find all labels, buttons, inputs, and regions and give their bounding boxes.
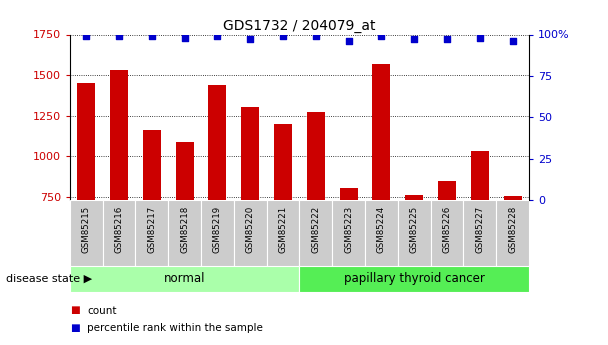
- Text: GSM85223: GSM85223: [344, 206, 353, 253]
- Bar: [365, 200, 398, 266]
- Text: count: count: [87, 306, 117, 315]
- Bar: [372, 64, 390, 200]
- Text: GSM85218: GSM85218: [180, 206, 189, 253]
- Bar: [241, 107, 259, 200]
- Bar: [201, 200, 234, 266]
- Point: [147, 33, 157, 39]
- Text: GSM85227: GSM85227: [475, 206, 485, 253]
- Point: [246, 37, 255, 42]
- Bar: [168, 200, 201, 266]
- Text: GSM85216: GSM85216: [114, 206, 123, 253]
- Title: GDS1732 / 204079_at: GDS1732 / 204079_at: [223, 19, 376, 33]
- Text: GSM85224: GSM85224: [377, 206, 386, 253]
- Bar: [300, 200, 332, 266]
- Text: GSM85215: GSM85215: [82, 206, 91, 253]
- Bar: [463, 200, 496, 266]
- Point: [278, 33, 288, 39]
- Text: GSM85225: GSM85225: [410, 206, 419, 253]
- Bar: [77, 83, 95, 200]
- Text: GSM85217: GSM85217: [147, 206, 156, 253]
- Point: [409, 37, 419, 42]
- Bar: [70, 200, 103, 266]
- Bar: [143, 130, 161, 200]
- Point: [213, 33, 223, 39]
- Bar: [471, 150, 489, 200]
- Bar: [496, 200, 529, 266]
- Bar: [103, 200, 136, 266]
- Point: [81, 33, 91, 39]
- Point: [114, 33, 124, 39]
- Text: normal: normal: [164, 272, 206, 285]
- Bar: [398, 200, 430, 266]
- Point: [344, 38, 353, 44]
- Bar: [274, 124, 292, 200]
- Text: GSM85221: GSM85221: [278, 206, 288, 253]
- Bar: [300, 266, 529, 292]
- Bar: [340, 188, 358, 200]
- Point: [376, 33, 386, 39]
- Bar: [136, 200, 168, 266]
- Point: [180, 35, 190, 41]
- Text: GSM85226: GSM85226: [443, 206, 452, 253]
- Bar: [405, 195, 423, 200]
- Text: ■: ■: [70, 306, 80, 315]
- Point: [508, 38, 517, 44]
- Text: disease state ▶: disease state ▶: [6, 274, 92, 284]
- Text: GSM85219: GSM85219: [213, 206, 222, 253]
- Text: GSM85220: GSM85220: [246, 206, 255, 253]
- Text: GSM85222: GSM85222: [311, 206, 320, 253]
- Bar: [234, 200, 267, 266]
- Bar: [176, 142, 194, 200]
- Bar: [307, 112, 325, 200]
- Bar: [430, 200, 463, 266]
- Bar: [267, 200, 300, 266]
- Text: ■: ■: [70, 323, 80, 333]
- Bar: [503, 196, 522, 200]
- Point: [311, 33, 320, 39]
- Bar: [332, 200, 365, 266]
- Bar: [438, 181, 456, 200]
- Point: [475, 35, 485, 41]
- Text: GSM85228: GSM85228: [508, 206, 517, 253]
- Text: papillary thyroid cancer: papillary thyroid cancer: [344, 272, 485, 285]
- Point: [442, 37, 452, 42]
- Bar: [110, 70, 128, 200]
- Text: percentile rank within the sample: percentile rank within the sample: [87, 323, 263, 333]
- Bar: [209, 85, 227, 200]
- Bar: [70, 266, 299, 292]
